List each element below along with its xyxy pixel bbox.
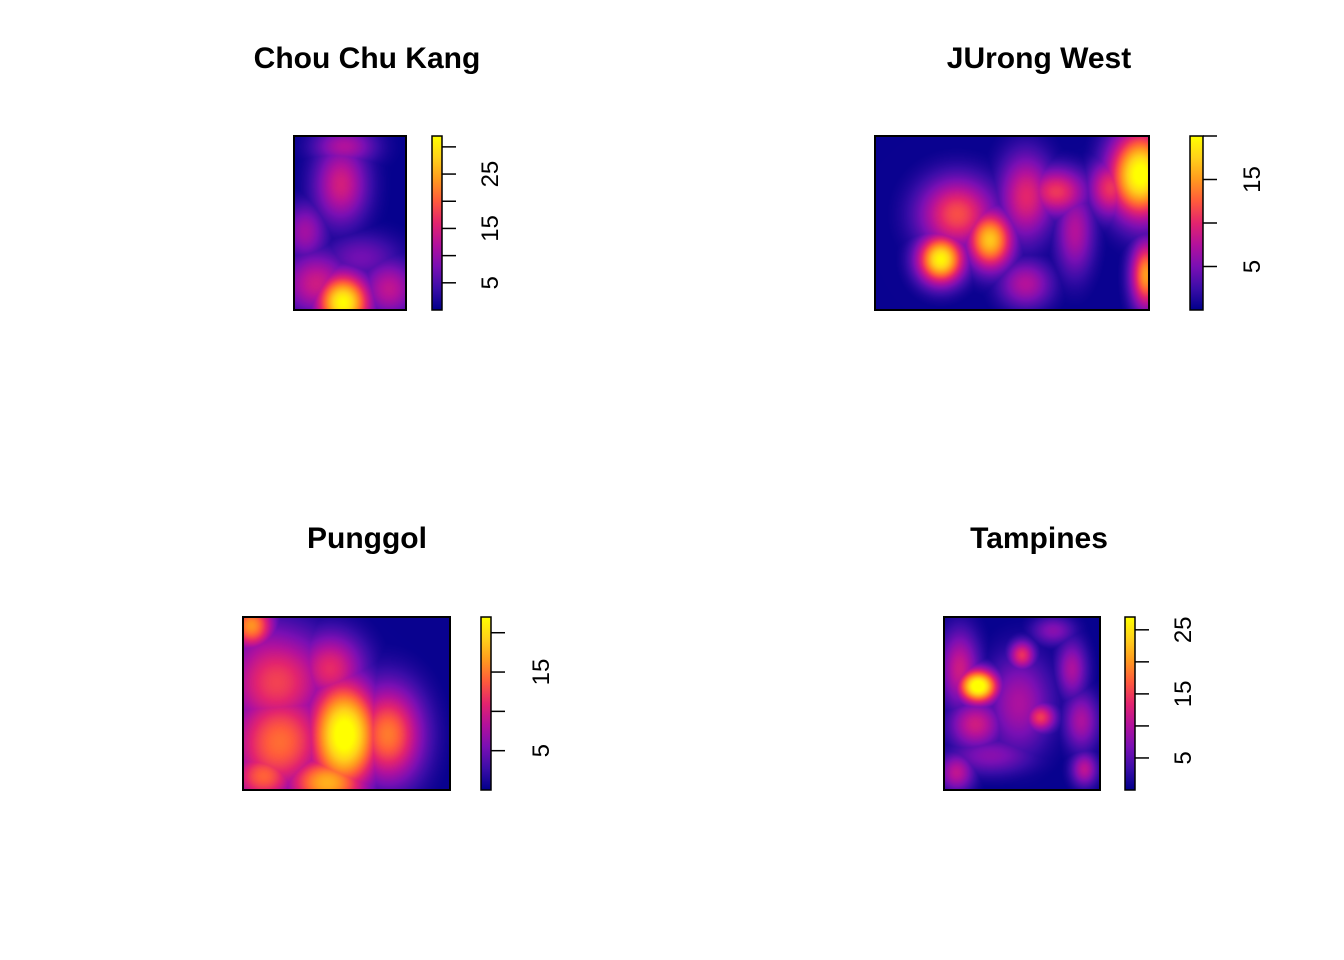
color-bar-tick-label: 15 — [528, 659, 555, 686]
color-bar-tick-label: 15 — [1170, 681, 1197, 708]
color-bar-tick-label: 5 — [477, 276, 504, 289]
panel-title: JUrong West — [947, 42, 1131, 75]
color-bar-tick-label: 15 — [1239, 166, 1266, 193]
color-bar — [431, 135, 443, 311]
density-raster — [294, 136, 406, 310]
density-raster — [944, 617, 1100, 790]
panel-title: Tampines — [970, 522, 1108, 555]
color-bar-tick-label: 5 — [528, 744, 555, 757]
panel-title: Punggol — [307, 522, 427, 555]
panels-container: Chou Chu Kang 5 15 25 JUrong West 5 15 Punggol 5… — [242, 42, 1266, 791]
map-frame — [293, 135, 407, 311]
density-raster — [875, 136, 1149, 310]
color-bar — [1124, 616, 1136, 791]
color-bar-tick-label: 25 — [1170, 616, 1197, 643]
color-bar — [480, 616, 492, 791]
map-frame — [874, 135, 1150, 311]
map-frame — [242, 616, 451, 791]
heatmap-panel: Chou Chu Kang 5 15 25 — [254, 42, 504, 311]
color-bar-tick-label: 15 — [477, 215, 504, 242]
heatmap-panel: Punggol 5 15 — [242, 522, 555, 791]
color-bar-tick-label: 5 — [1170, 751, 1197, 764]
color-bar-tick-label: 25 — [477, 161, 504, 188]
panel-title: Chou Chu Kang — [254, 42, 481, 75]
color-bar — [1189, 135, 1204, 311]
color-bar-tick-label: 5 — [1239, 260, 1266, 273]
heatmap-panel: Tampines 5 15 25 — [943, 522, 1197, 791]
heatmap-panel: JUrong West 5 15 — [874, 42, 1266, 311]
density-raster — [243, 617, 450, 790]
map-frame — [943, 616, 1101, 791]
